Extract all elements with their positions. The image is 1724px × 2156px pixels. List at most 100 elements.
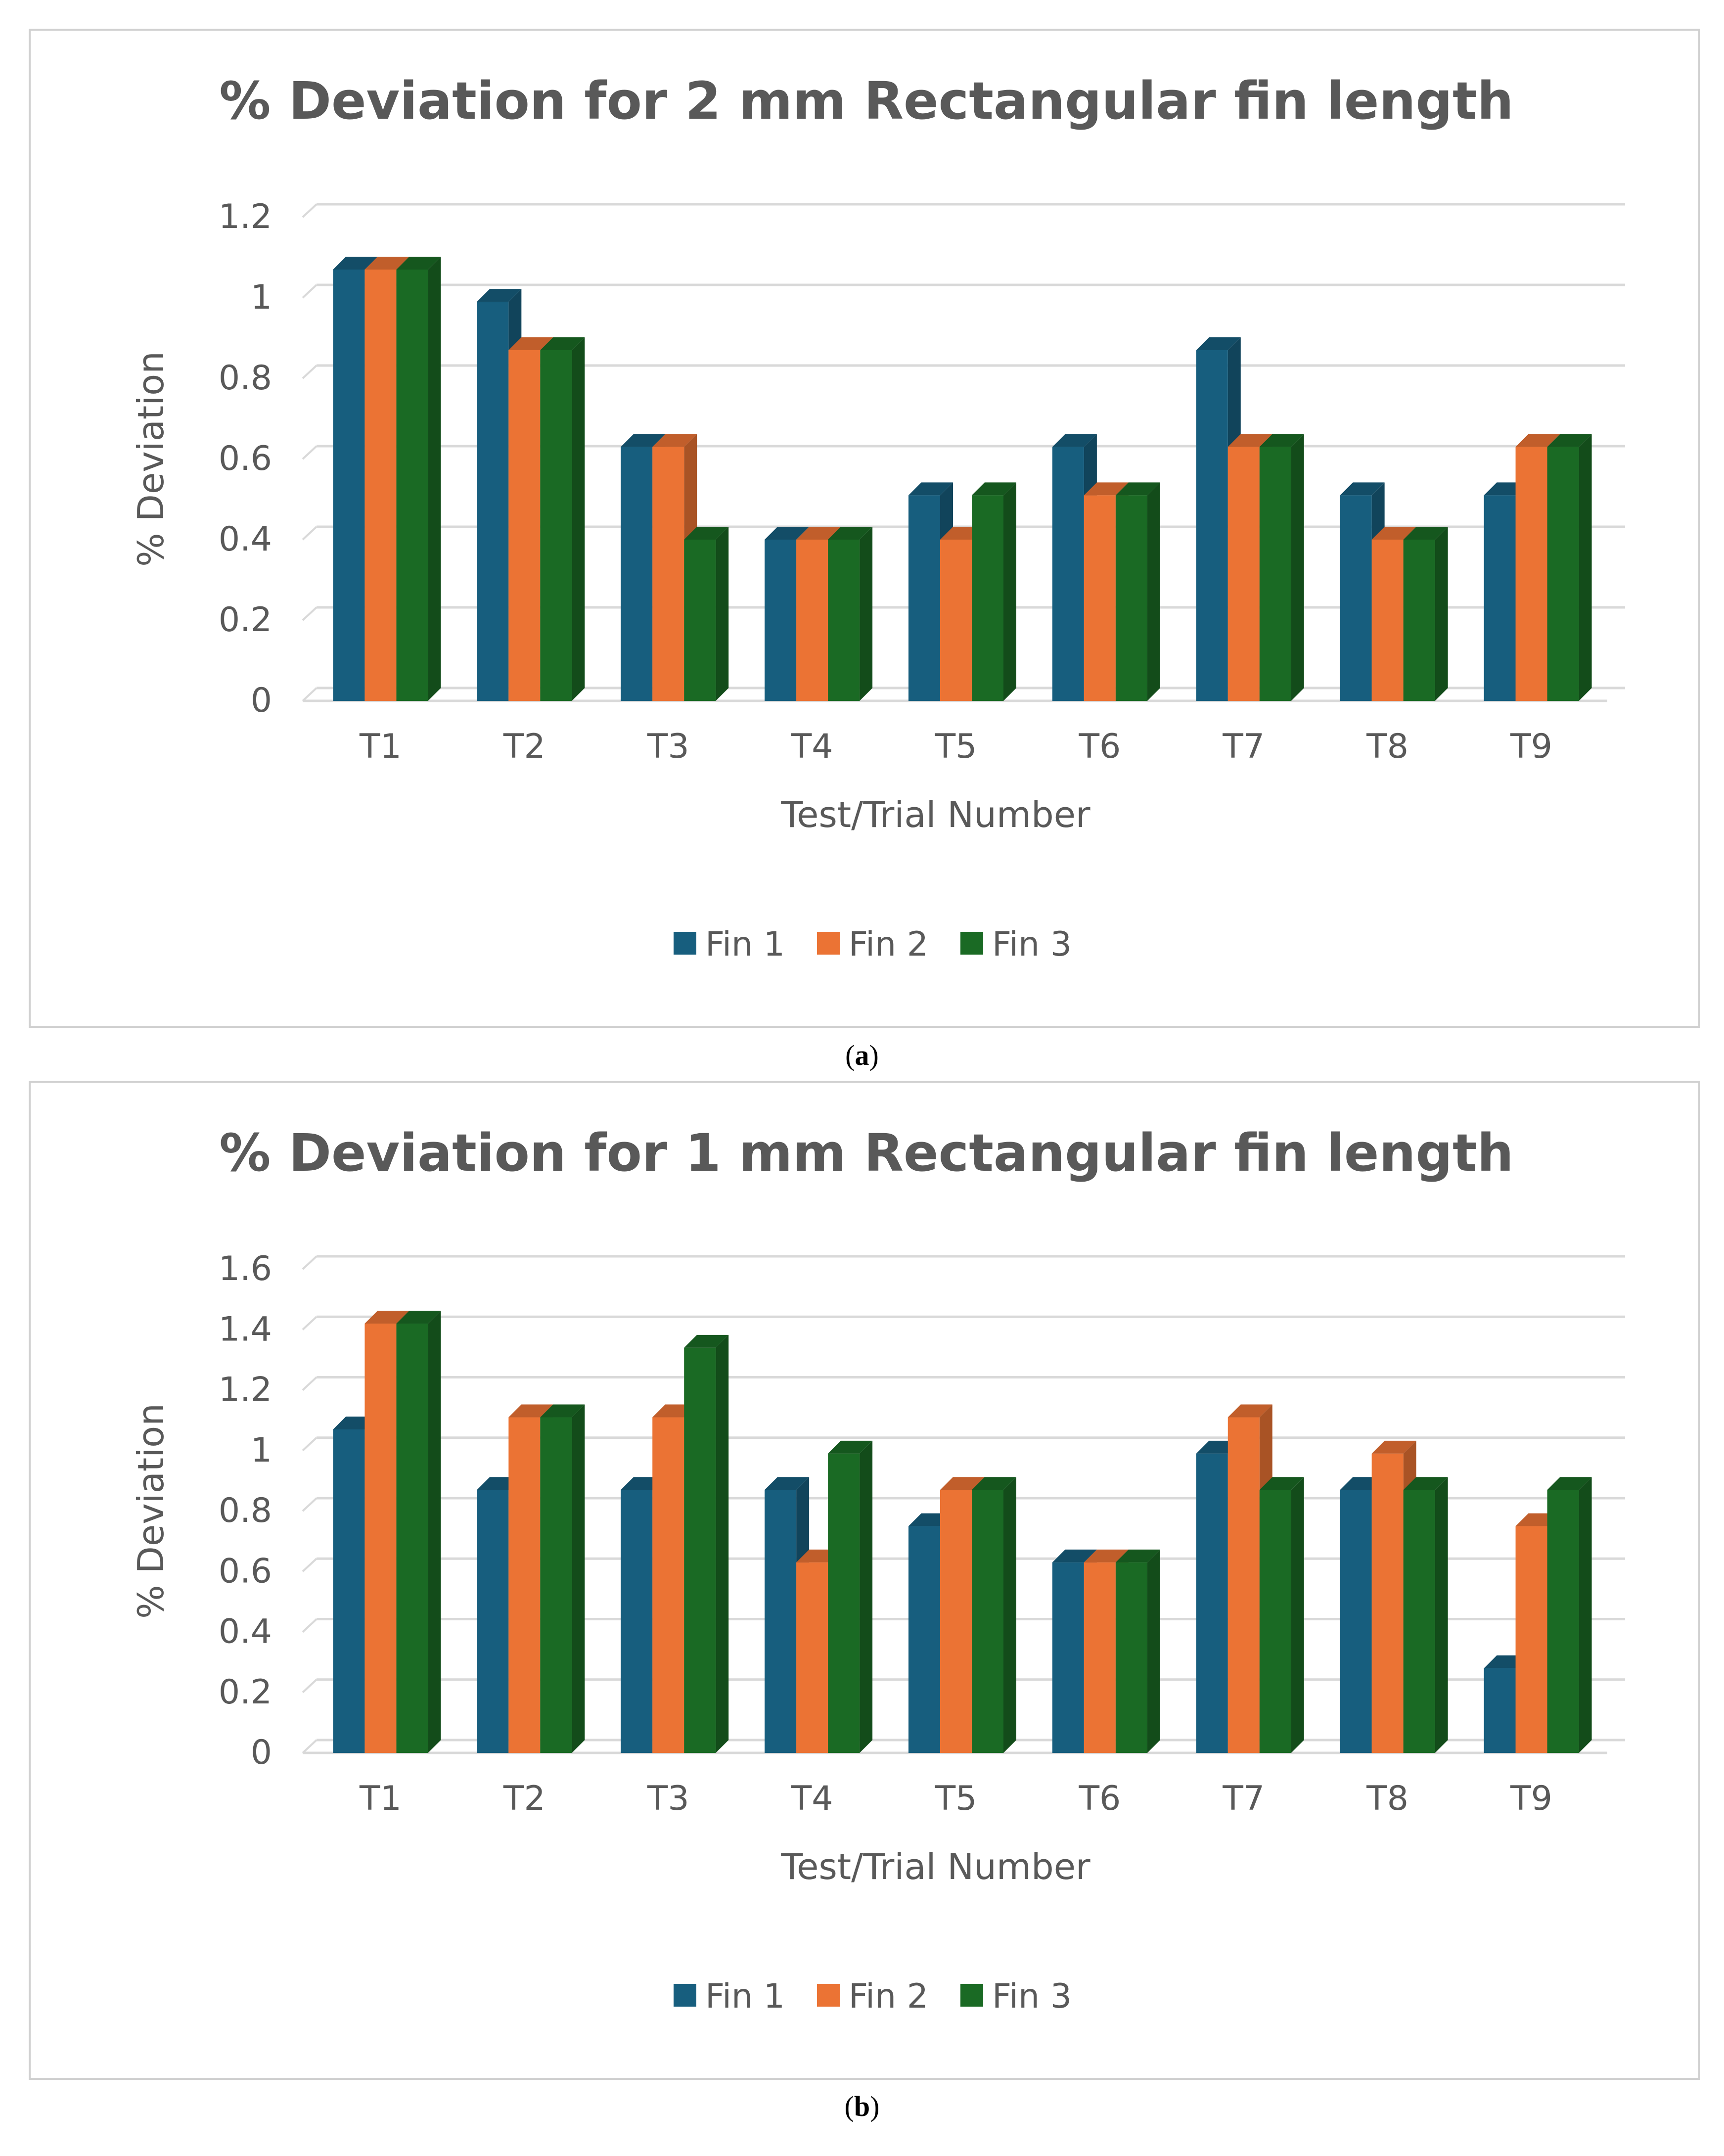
bar-front	[1196, 1453, 1228, 1753]
bar-top	[396, 1311, 441, 1324]
bar-top	[765, 1477, 810, 1490]
bar-front	[540, 350, 572, 701]
y-tick-label: 0	[251, 681, 272, 720]
legend-item-fin-3: Fin 3	[960, 925, 1072, 964]
bar-front	[1227, 447, 1260, 701]
bar-top	[1084, 482, 1129, 496]
bar-front	[765, 1490, 797, 1753]
x-tick-label: T6	[1078, 1779, 1121, 1818]
bar-side	[1147, 482, 1160, 701]
caption-a: (a)	[845, 1039, 879, 1071]
bar-front	[396, 269, 428, 701]
bar-front	[940, 1490, 972, 1753]
y-tick-label: 1	[251, 1431, 272, 1470]
bar-t9-fin-3	[1547, 434, 1592, 701]
bar-side	[860, 1440, 873, 1753]
x-tick-label: T2	[503, 1779, 545, 1818]
bar-side	[1579, 1477, 1592, 1753]
bar-front	[908, 1526, 940, 1753]
legend-swatch	[817, 1984, 840, 2007]
legend-label: Fin 1	[705, 925, 785, 964]
bar-side	[572, 337, 585, 701]
x-tick-label: T3	[647, 727, 689, 766]
bar-top	[1371, 527, 1416, 540]
bar-front	[621, 447, 653, 701]
chart-panel-a: % Deviation for 2 mm Rectangular fin len…	[29, 29, 1700, 1028]
legend-label: Fin 2	[849, 1977, 928, 2016]
gridline-depth	[302, 1255, 318, 1270]
x-tick-label: T5	[935, 727, 977, 766]
bar-top	[1403, 1477, 1448, 1490]
bar-front	[652, 447, 684, 701]
y-tick-label: 1.6	[219, 1249, 272, 1288]
bar-side	[1291, 434, 1304, 701]
bar-front	[1227, 1417, 1260, 1753]
gridline-depth	[302, 1618, 318, 1633]
bar-t5-fin-3	[972, 1477, 1016, 1753]
bar-top	[1547, 1477, 1592, 1490]
bar-front	[1340, 1490, 1372, 1753]
bar-top	[621, 434, 666, 447]
bar-front	[333, 1429, 365, 1753]
bar-top	[940, 1477, 985, 1490]
y-tick-label: 0.2	[219, 600, 272, 640]
bar-top	[796, 527, 841, 540]
bar-top	[972, 1477, 1016, 1490]
legend-label: Fin 3	[992, 925, 1072, 964]
bar-t3-fin-3	[684, 527, 729, 701]
bar-side	[1435, 527, 1448, 701]
chart-title: % Deviation for 2 mm Rectangular fin len…	[219, 71, 1513, 131]
bar-t6-fin-3	[1115, 1549, 1160, 1753]
gridline-depth	[302, 1437, 318, 1452]
bar-front	[364, 269, 397, 701]
legend-swatch	[960, 1984, 983, 2007]
legend-item-fin-1: Fin 1	[674, 925, 785, 964]
bar-t4-fin-3	[828, 1440, 873, 1753]
bar-top	[684, 1334, 729, 1348]
bar-side	[572, 1404, 585, 1753]
bar-top	[364, 1311, 409, 1324]
bar-front	[1371, 540, 1404, 701]
bar-side	[1147, 1549, 1160, 1753]
bar-top	[508, 1404, 553, 1418]
caption-b: (b)	[844, 2090, 880, 2122]
bar-front	[1403, 1490, 1435, 1753]
y-tick-label: 0.6	[219, 1552, 272, 1591]
bar-front	[1196, 350, 1228, 701]
bar-front	[1259, 447, 1291, 701]
gridline-depth	[302, 1558, 318, 1572]
bar-top	[1115, 482, 1160, 496]
bar-t4-fin-3	[828, 527, 873, 701]
bar-front	[1259, 1490, 1291, 1753]
legend-item-fin-3: Fin 3	[960, 1977, 1072, 2016]
bar-top	[540, 337, 585, 350]
bar-front	[1115, 1562, 1147, 1753]
bar-side	[428, 256, 441, 701]
bar-t3-fin-3	[684, 1334, 729, 1753]
y-tick-label: 1.2	[219, 197, 272, 236]
y-axis-title: % Deviation	[130, 351, 172, 567]
bar-front	[1084, 495, 1116, 701]
legend-swatch	[960, 932, 983, 955]
y-tick-label: 0.8	[219, 1491, 272, 1530]
bar-front	[1052, 1562, 1084, 1753]
legend-item-fin-2: Fin 2	[817, 925, 928, 964]
x-tick-label: T5	[935, 1779, 977, 1818]
bar-front	[652, 1417, 684, 1753]
bar-front	[1084, 1562, 1116, 1753]
bar-top	[1515, 434, 1560, 447]
bar-top	[1052, 1549, 1097, 1562]
legend-label: Fin 2	[849, 925, 928, 964]
bar-front	[1547, 447, 1579, 701]
gridline-depth	[302, 284, 318, 299]
bar-t6-fin-3	[1115, 482, 1160, 701]
bar-side	[1003, 1477, 1016, 1753]
bar-front	[828, 1453, 860, 1753]
chart-a: % Deviation for 2 mm Rectangular fin len…	[130, 71, 1625, 964]
bar-front	[1340, 495, 1372, 701]
legend-label: Fin 1	[705, 1977, 785, 2016]
bar-top	[1196, 337, 1241, 350]
bar-front	[1547, 1490, 1579, 1753]
bar-top	[1227, 434, 1272, 447]
bar-side	[716, 1334, 729, 1753]
